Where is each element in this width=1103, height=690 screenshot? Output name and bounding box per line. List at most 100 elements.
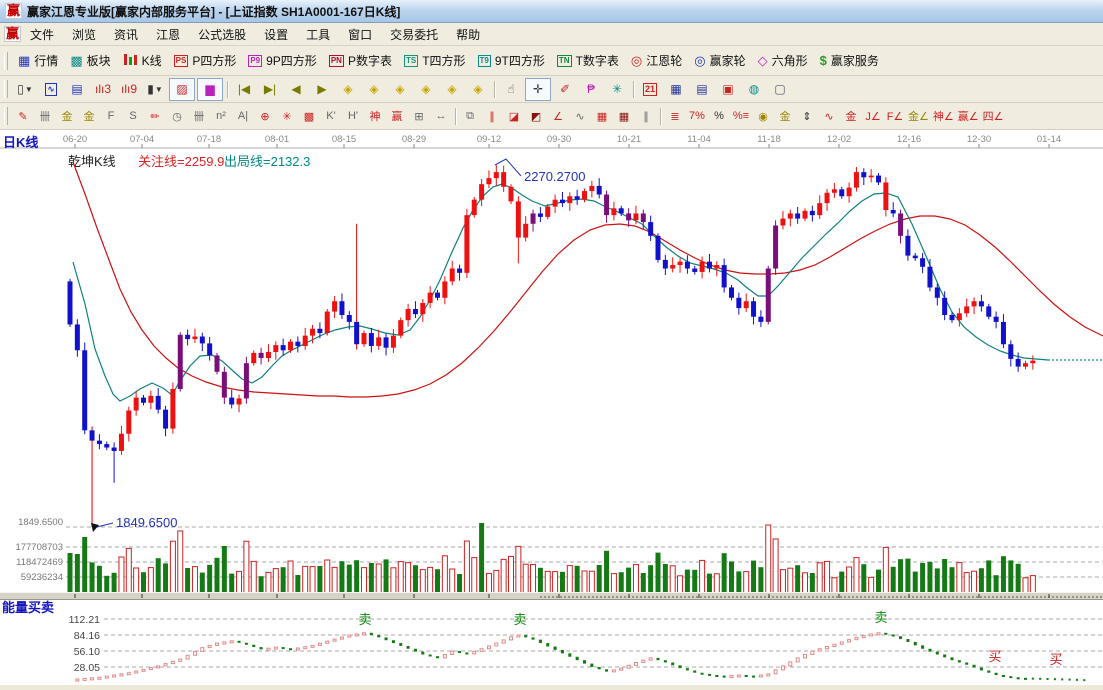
gold-lines-2-tool[interactable]: 金 [775, 107, 795, 126]
p-square-button[interactable]: PS P四方形 [168, 49, 243, 72]
last-page-tool[interactable]: ▶| [258, 79, 282, 100]
percent-grid-tool[interactable]: 卌 [189, 107, 209, 126]
menu-item-文件[interactable]: 文件 [30, 27, 55, 42]
color-histogram-tool[interactable]: ▆ [197, 77, 223, 101]
prev-bar-tool[interactable]: ◀ [284, 79, 308, 100]
gann-web-box-tool[interactable]: ▩ [299, 107, 319, 126]
parallel-lines-tool[interactable]: ∥ [636, 107, 656, 126]
title-bar[interactable]: 赢 赢家江恩专业版[赢家内部服务平台] - [上证指数 SH1A0001-167… [0, 0, 1103, 23]
menu-item-资讯[interactable]: 资讯 [114, 27, 139, 42]
ray-fan-tool[interactable]: ∥ [482, 107, 502, 126]
wave-tool-tool[interactable]: ∿ [570, 107, 590, 126]
menu-item-公式选股[interactable]: 公式选股 [198, 27, 247, 42]
bars-9-tool[interactable]: ılı9 [117, 79, 141, 100]
fan-box-2-tool[interactable]: ◩ [526, 107, 546, 126]
next-bar-tool[interactable]: ▶ [310, 79, 334, 100]
pattern-box-tool[interactable]: ▨ [169, 77, 195, 101]
calendar-21-tool[interactable]: 21 [638, 79, 662, 100]
winner-service-button[interactable]: $ 赢家服务 [814, 49, 885, 72]
spiral-tool-tool[interactable]: S [123, 107, 143, 126]
zoom-out-v-tool[interactable]: ◈ [440, 79, 464, 100]
time-cycle-tool[interactable]: ◷ [167, 107, 187, 126]
quotes-button[interactable]: ▦ 行情 [12, 49, 64, 72]
menu-item-江恩[interactable]: 江恩 [156, 27, 181, 42]
zigzag-chart-tool[interactable]: ∿ [39, 79, 63, 100]
pan-hand-tool[interactable]: ☝ [499, 79, 523, 100]
fibo-lines-tool[interactable]: F [101, 107, 121, 126]
gold-angle-tool[interactable]: 金∠ [907, 107, 930, 126]
win-grid-tool[interactable]: 赢 [387, 107, 407, 126]
stats-percent-tool[interactable]: ≣ [665, 107, 685, 126]
box-tool-tool[interactable]: ⧉ [460, 107, 480, 126]
grid-lines-tool[interactable]: 卌 [35, 107, 55, 126]
gold-underline-tool[interactable]: 金 [841, 107, 861, 126]
hexagon-button[interactable]: ◇ 六角形 [752, 49, 814, 72]
shrink-right-tool[interactable]: ◈ [362, 79, 386, 100]
t-square-button[interactable]: TS T四方形 [398, 49, 472, 72]
sectors-button[interactable]: ▩ 板块 [64, 49, 116, 72]
web-tool-tool[interactable]: ✳ [605, 79, 629, 100]
percent-lines-tool[interactable]: %≡ [731, 107, 751, 126]
p-number-table-button[interactable]: PN P数字表 [323, 49, 398, 72]
gold-section-tool[interactable]: 金 [79, 107, 99, 126]
workstation-tool[interactable]: ▢ [768, 79, 792, 100]
winner-wheel-button[interactable]: ◎ 赢家轮 [688, 49, 751, 72]
kline-button[interactable]: K线 [117, 49, 168, 72]
t-number-table-button[interactable]: TN T数字表 [551, 49, 625, 72]
notes-tool[interactable]: ▤ [690, 79, 714, 100]
four-angle-tool[interactable]: 四∠ [982, 107, 1005, 126]
gann-shape-tool[interactable]: ₱ [579, 79, 603, 100]
k-marker-tool[interactable]: K' [321, 107, 341, 126]
ruler-123-tool[interactable]: ⊞ [409, 107, 429, 126]
ray-pen-tool[interactable]: ✏ [145, 107, 165, 126]
gann-web-tool[interactable]: ✳ [277, 107, 297, 126]
fan-box-tool[interactable]: ◪ [504, 107, 524, 126]
web-sync-tool[interactable]: ◍ [742, 79, 766, 100]
shrink-left-tool[interactable]: ◈ [336, 79, 360, 100]
percent-tool[interactable]: % [709, 107, 729, 126]
j-angle-tool[interactable]: J∠ [863, 107, 883, 126]
f10-info-tool[interactable]: ▤ [65, 79, 89, 100]
menu-item-帮助[interactable]: 帮助 [456, 27, 481, 42]
gold-circle-tool[interactable]: ◉ [753, 107, 773, 126]
f-angle-tool[interactable]: F∠ [885, 107, 905, 126]
save-tool[interactable]: ▣ [716, 79, 740, 100]
buy-signal-label: 买 [988, 649, 1001, 664]
zoom-in-h-tool[interactable]: ◈ [414, 79, 438, 100]
grid-box-arrow-tool[interactable]: ▦ [614, 107, 634, 126]
seven-percent-tool[interactable]: 7% [687, 107, 707, 126]
wave-av-tool[interactable]: ∿ [819, 107, 839, 126]
zoom-in-v-tool[interactable]: ◈ [466, 79, 490, 100]
zoom-out-h-tool[interactable]: ◈ [388, 79, 412, 100]
menu-item-交易委托[interactable]: 交易委托 [390, 27, 439, 42]
vertical-pen-tool[interactable]: ⇕ [797, 107, 817, 126]
menu-item-浏览[interactable]: 浏览 [72, 27, 97, 42]
9t-square-button[interactable]: T9 9T四方形 [472, 49, 551, 72]
shen-angle-tool[interactable]: 神∠ [932, 107, 955, 126]
crosshair-tool[interactable]: ✛ [525, 77, 551, 101]
toolbar-divider [227, 80, 228, 98]
gold-ratio-lines-tool[interactable]: 金 [57, 107, 77, 126]
gann-wheel-button[interactable]: ◎ 江恩轮 [625, 49, 688, 72]
bars-3-tool[interactable]: ılı3 [91, 79, 115, 100]
trend-pen-tool[interactable]: ✎ [13, 107, 33, 126]
text-label-tool[interactable]: A| [233, 107, 253, 126]
9p-square-button[interactable]: P9 9P四方形 [242, 49, 322, 72]
kline-chart-canvas[interactable]: 06-20 07-04 07-18 08-01 08-15 08-29 09-12 09-30… [0, 130, 1103, 685]
period-dropdown-tool[interactable]: ▯ ▼ [13, 79, 37, 100]
gann-circle-tool[interactable]: ⊕ [255, 107, 275, 126]
candle-style-dropdown-tool[interactable]: ▮ ▼ [143, 79, 167, 100]
grid-box-tool[interactable]: ▦ [592, 107, 612, 126]
calculator-tool[interactable]: ▦ [664, 79, 688, 100]
menu-item-工具[interactable]: 工具 [306, 27, 331, 42]
menu-item-设置[interactable]: 设置 [264, 27, 289, 42]
h-marker-tool[interactable]: H' [343, 107, 363, 126]
width-measure-tool[interactable]: ↔ [431, 107, 451, 126]
first-page-tool[interactable]: |◀ [232, 79, 256, 100]
menu-item-窗口[interactable]: 窗口 [348, 27, 373, 42]
win-angle-tool[interactable]: 赢∠ [957, 107, 980, 126]
shen-grid-tool[interactable]: 神 [365, 107, 385, 126]
n-square-tool[interactable]: n² [211, 107, 231, 126]
angle-fan-tool[interactable]: ∠ [548, 107, 568, 126]
annotate-pointer-tool[interactable]: ✐ [553, 79, 577, 100]
